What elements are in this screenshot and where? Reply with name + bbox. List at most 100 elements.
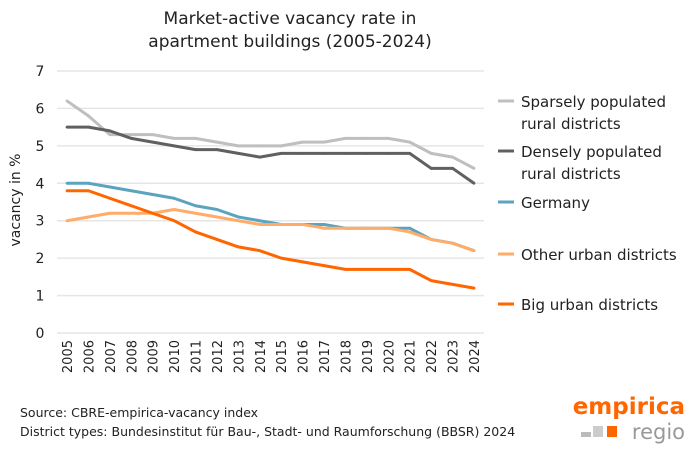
data-point (365, 267, 369, 271)
data-point (129, 136, 133, 140)
data-point (194, 148, 197, 152)
x-tick-label: 2022 (425, 340, 440, 373)
title-line: apartment buildings (2005-2024) (148, 32, 432, 52)
data-point (408, 151, 412, 155)
data-point (386, 151, 390, 155)
y-tick-label: 3 (36, 214, 45, 230)
data-point (301, 140, 305, 144)
x-tick-label: 2013 (232, 340, 247, 373)
x-tick-label: 2019 (361, 340, 376, 373)
data-point (258, 219, 262, 223)
data-point (344, 136, 347, 140)
data-point (215, 148, 219, 152)
legend-label: rural districts (521, 115, 621, 133)
data-point (451, 166, 454, 170)
data-point (108, 196, 112, 200)
data-point (236, 151, 240, 155)
data-point (172, 136, 176, 140)
series-line (67, 189, 475, 290)
x-tick-label: 2011 (190, 340, 205, 373)
data-point (258, 223, 262, 226)
x-tick-label: 2023 (447, 340, 462, 373)
y-axis-label: vacancy in % (8, 154, 24, 247)
data-point (108, 133, 112, 137)
data-point (65, 189, 69, 193)
data-point (322, 151, 326, 155)
data-point (279, 223, 283, 226)
data-point (301, 260, 305, 264)
data-point (151, 193, 155, 196)
data-point (279, 151, 283, 155)
data-point (472, 181, 476, 185)
series-line (66, 99, 475, 170)
title-line: Market-active vacancy rate in (163, 9, 417, 29)
x-tick-label: 2008 (125, 340, 140, 373)
data-point (386, 226, 390, 230)
x-tick-label: 2005 (61, 340, 76, 373)
chart-title: Market-active vacancy rate in apartment … (120, 8, 460, 54)
data-point (194, 204, 197, 208)
x-tick-label: 2018 (339, 340, 354, 373)
data-point (215, 238, 219, 241)
data-point (365, 136, 369, 140)
y-tick-label: 2 (36, 251, 45, 267)
data-point (172, 219, 176, 223)
data-point (258, 155, 262, 159)
data-point (258, 249, 262, 253)
line-chart: 0 1 2 3 4 5 6 7 2005 2006 2007 2008 2009 2010 2011 2012… (8, 64, 677, 373)
x-tick-label: 2017 (318, 340, 333, 373)
data-point (451, 155, 454, 159)
data-point (87, 125, 90, 129)
x-tick-label: 2024 (468, 340, 483, 373)
data-point (279, 256, 283, 260)
x-tick-label: 2020 (382, 340, 397, 373)
data-point (386, 267, 390, 271)
data-point (322, 223, 326, 226)
x-tick-label: 2007 (104, 340, 119, 373)
data-point (87, 215, 90, 219)
series-line (67, 125, 475, 185)
data-point (87, 181, 90, 185)
data-point (344, 151, 347, 155)
data-point (236, 215, 240, 219)
legend-label: Big urban districts (521, 296, 658, 314)
data-point (65, 125, 69, 129)
logo-regio: regio (631, 420, 685, 444)
data-point (236, 245, 240, 249)
data-point (87, 114, 90, 118)
series-line (67, 181, 475, 253)
data-point (65, 181, 69, 185)
data-point (108, 129, 112, 133)
data-point (172, 144, 176, 148)
data-point (472, 249, 476, 253)
data-point (301, 151, 305, 155)
data-point (194, 230, 197, 234)
data-point (215, 215, 219, 219)
data-point (429, 166, 433, 170)
data-point (65, 99, 69, 103)
data-point (65, 219, 69, 223)
legend-label: rural districts (521, 165, 621, 183)
data-point (215, 140, 219, 144)
data-point (129, 211, 133, 215)
x-tick-label: 2021 (404, 340, 419, 373)
data-point (151, 211, 155, 215)
data-point (472, 166, 476, 170)
data-point (451, 241, 454, 245)
data-point (322, 226, 326, 230)
data-point (365, 151, 369, 155)
data-point (451, 282, 454, 286)
data-point (386, 136, 390, 140)
data-point (236, 219, 240, 223)
data-point (429, 151, 433, 155)
x-tick-label: 2009 (147, 340, 162, 373)
data-point (344, 226, 347, 230)
data-point (108, 185, 112, 189)
data-point (472, 286, 476, 290)
data-point (129, 133, 133, 137)
data-point (408, 226, 412, 230)
data-point (194, 211, 197, 215)
x-tick-label: 2006 (82, 340, 97, 373)
data-point (172, 208, 176, 211)
data-point (322, 140, 326, 144)
